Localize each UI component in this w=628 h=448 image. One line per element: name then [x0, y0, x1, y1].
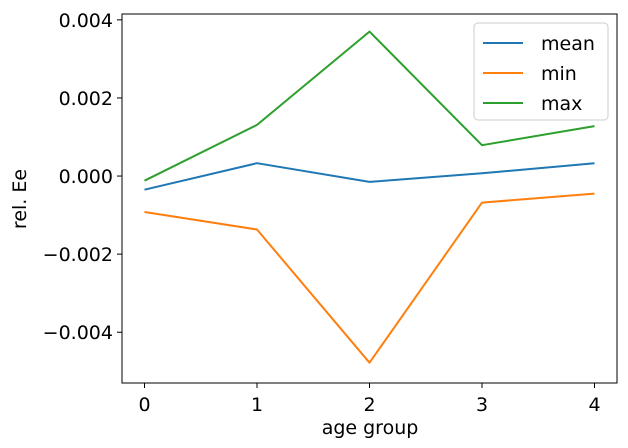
x-tick-label: 3: [476, 394, 488, 416]
y-axis-ticks: −0.004 −0.002 0.000 0.002 0.004: [43, 10, 122, 344]
legend-label-min: min: [541, 63, 577, 85]
series-line-mean: [144, 162, 595, 191]
x-tick-label: 4: [588, 394, 600, 416]
x-axis-ticks: 0 1 2 3 4: [138, 383, 601, 416]
legend: mean min max: [473, 22, 609, 121]
x-tick-label: 0: [138, 394, 150, 416]
y-tick-label: 0.000: [59, 166, 113, 188]
y-tick-label: 0.004: [59, 10, 113, 32]
legend-label-mean: mean: [541, 33, 595, 55]
legend-frame: [473, 22, 609, 121]
x-tick-label: 1: [251, 394, 263, 416]
x-tick-label: 2: [363, 394, 375, 416]
plot-frame: [121, 13, 618, 384]
legend-label-max: max: [541, 93, 582, 115]
series-line-min: [144, 192, 595, 364]
y-tick-label: 0.002: [59, 88, 113, 110]
y-tick-label: −0.004: [43, 322, 113, 344]
x-axis-label: age group: [322, 417, 419, 439]
y-tick-label: −0.002: [43, 244, 113, 266]
y-axis-label: rel. Ee: [9, 169, 31, 229]
series-line-max: [144, 30, 595, 182]
plot-area: [144, 30, 595, 364]
